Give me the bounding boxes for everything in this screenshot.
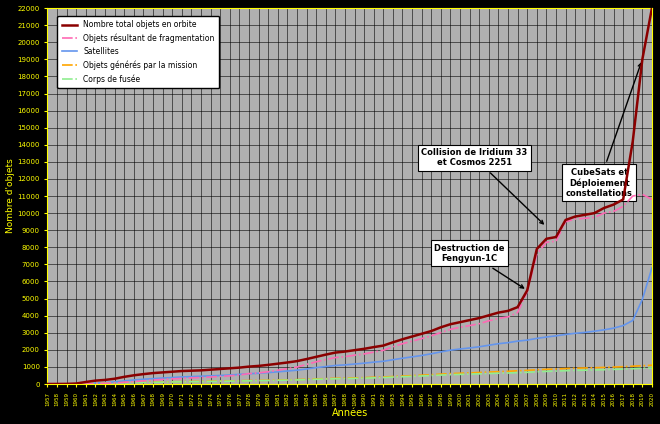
X-axis label: Années: Années bbox=[331, 408, 368, 418]
Text: Collision de Iridium 33
et Cosmos 2251: Collision de Iridium 33 et Cosmos 2251 bbox=[421, 148, 543, 224]
Text: Destruction de
Fengyun-1C: Destruction de Fengyun-1C bbox=[434, 243, 523, 288]
Y-axis label: Nombre d'objets: Nombre d'objets bbox=[5, 159, 15, 234]
Text: CubeSats et
Déploiement
constellations: CubeSats et Déploiement constellations bbox=[566, 64, 642, 198]
Legend: Nombre total objets en orbite, Objets résultant de fragmentation, Satellites, Ob: Nombre total objets en orbite, Objets ré… bbox=[57, 16, 219, 88]
